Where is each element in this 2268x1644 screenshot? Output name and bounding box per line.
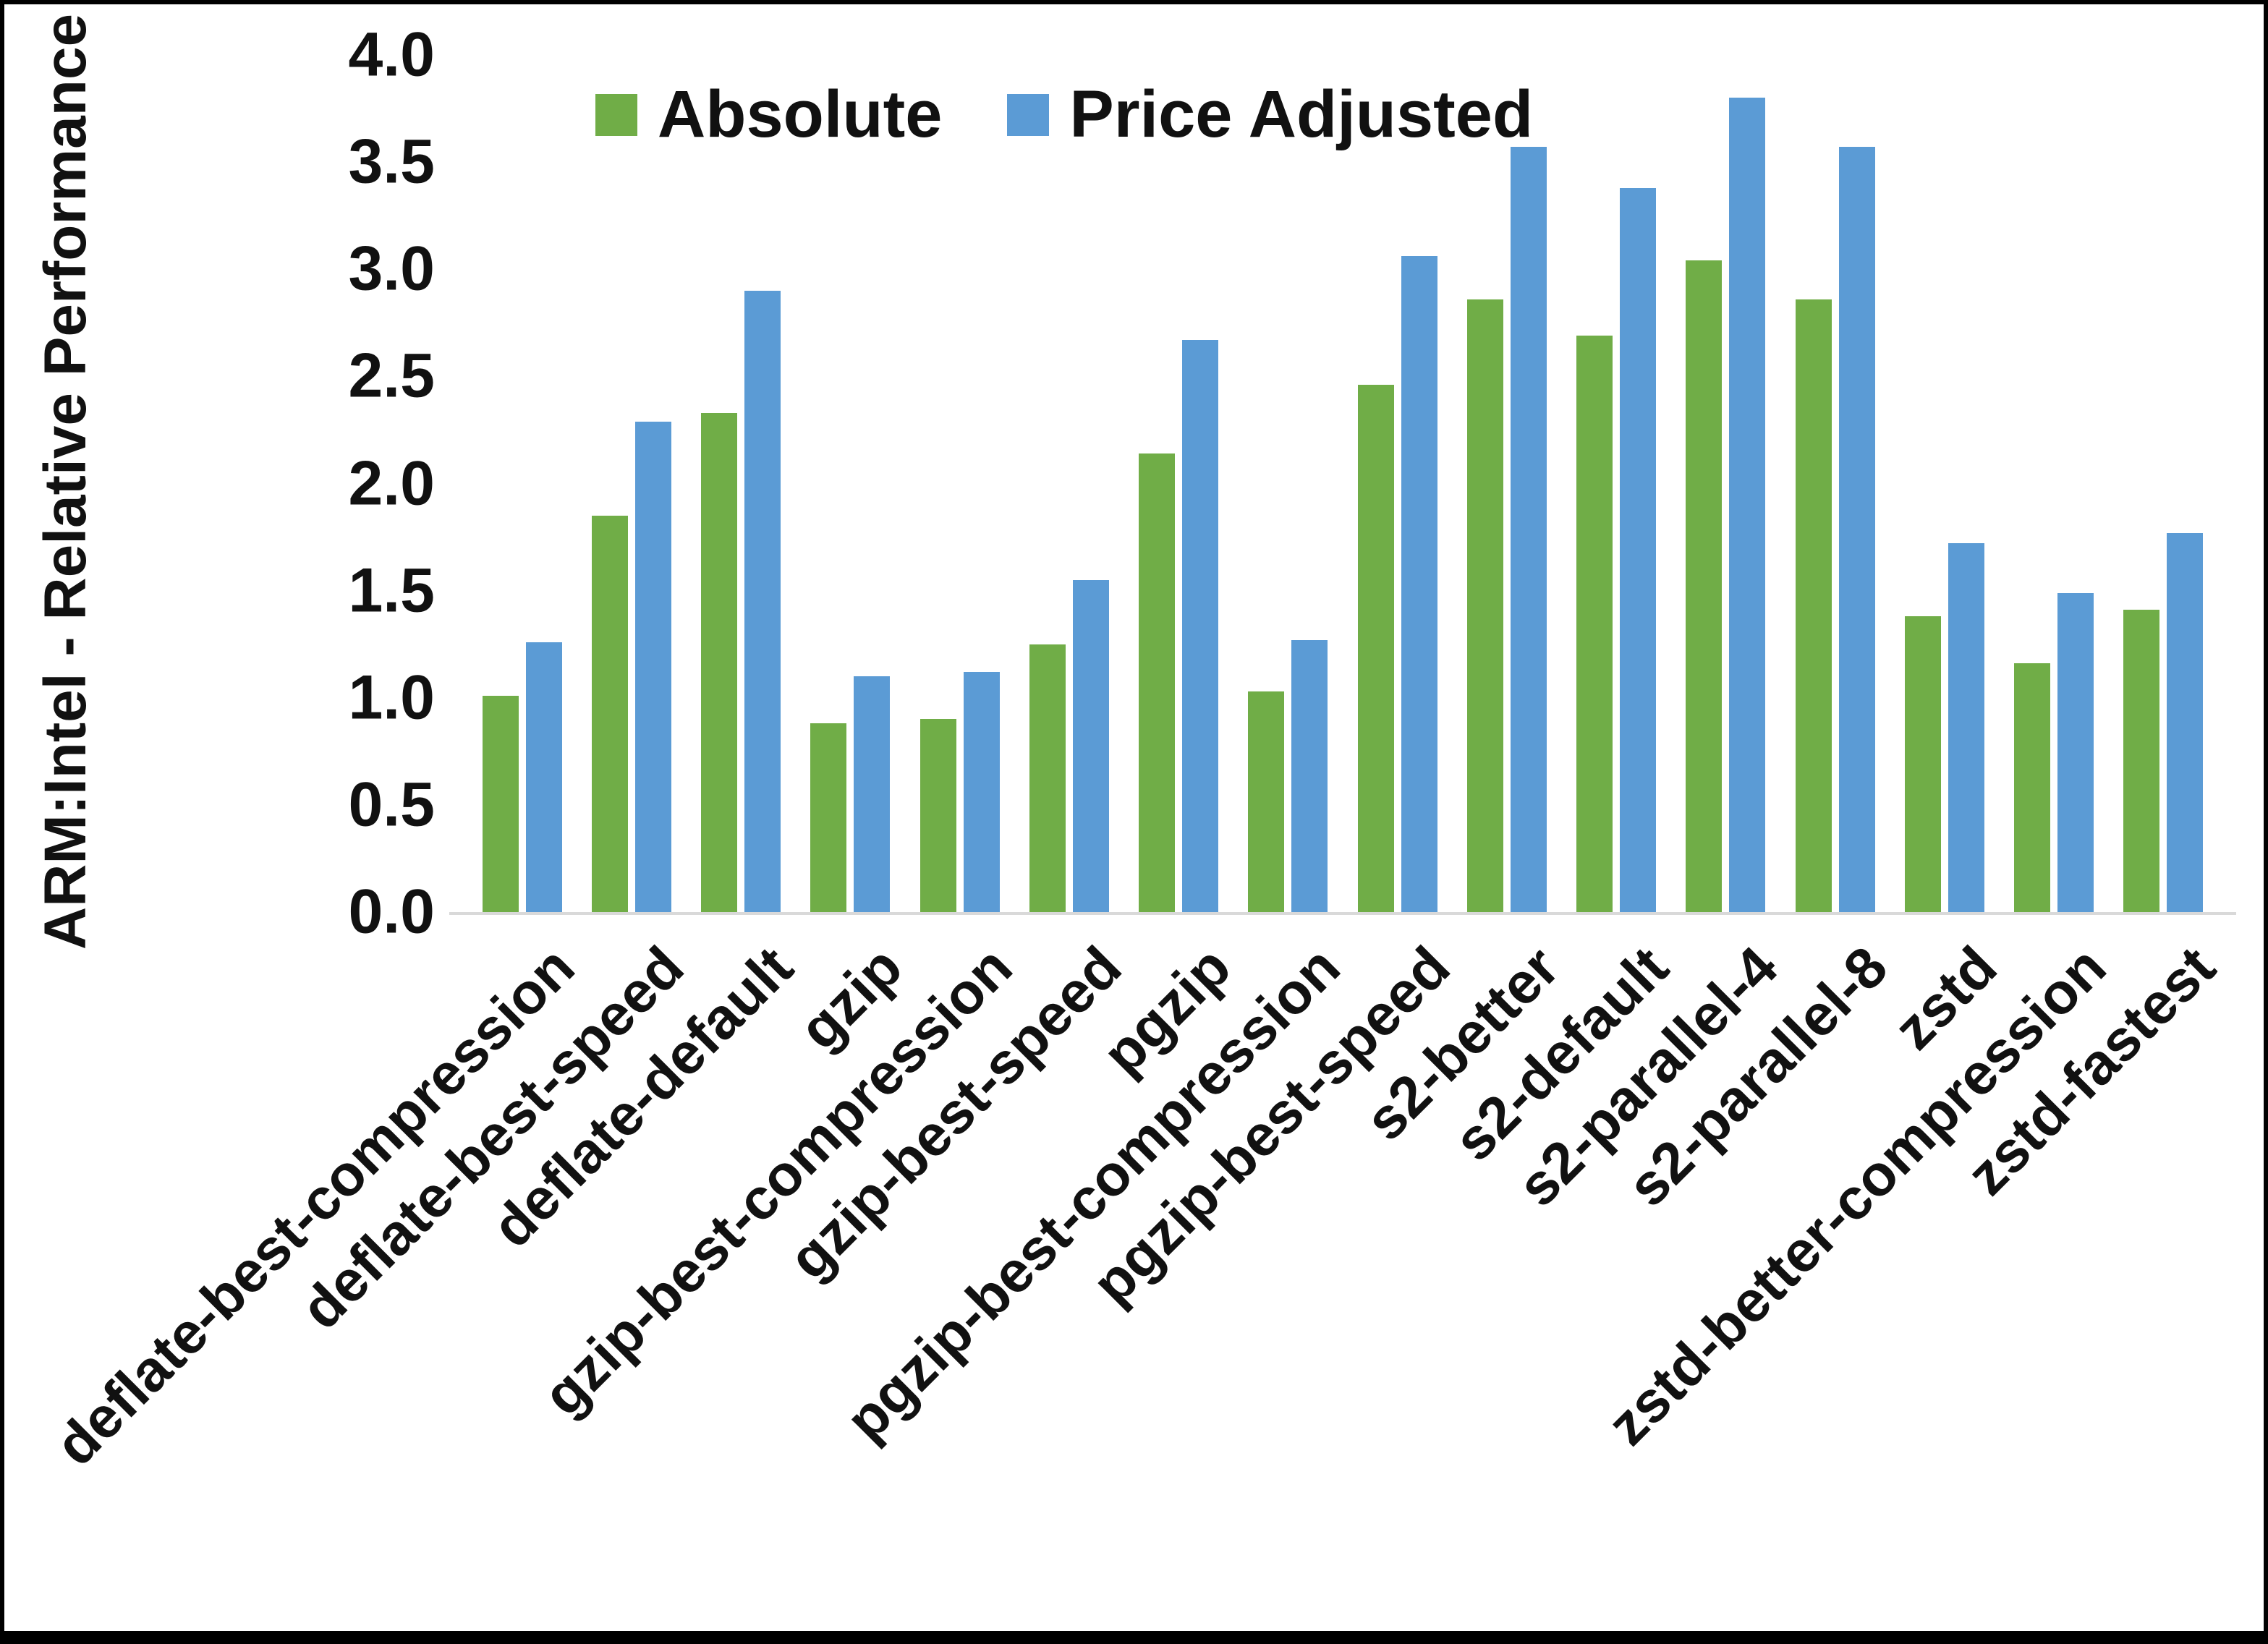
bar-absolute (1576, 336, 1613, 912)
legend-label: Price Adjusted (1069, 77, 1534, 151)
bar-price-adjusted (634, 421, 671, 912)
bar-price-adjusted (1291, 639, 1328, 912)
bar-absolute (1029, 644, 1066, 912)
y-axis-tick-label: 4.0 (348, 20, 435, 90)
legend-item-price-adjusted: Price Adjusted (1007, 77, 1533, 153)
legend-label: Absolute (657, 77, 943, 151)
y-axis-tick-label: 2.5 (348, 341, 435, 411)
bar-absolute (1686, 260, 1723, 912)
bar-price-adjusted (744, 290, 781, 912)
bar-absolute (1466, 299, 1503, 912)
bar-price-adjusted (1401, 256, 1437, 912)
bar-absolute (482, 695, 519, 912)
bar-price-adjusted (1510, 147, 1547, 912)
bar-absolute (591, 515, 628, 912)
bar-absolute (701, 412, 738, 912)
legend-swatch-icon (595, 93, 637, 136)
bar-price-adjusted (2167, 532, 2204, 912)
y-axis-tick-label: 1.0 (348, 663, 435, 733)
y-axis-tick-label: 0.0 (348, 877, 435, 947)
y-axis-tick-label: 0.5 (348, 770, 435, 840)
bar-absolute (1139, 453, 1176, 912)
bar-absolute (2014, 663, 2051, 912)
bar-price-adjusted (2057, 592, 2094, 912)
bar-price-adjusted (1072, 579, 1109, 912)
bar-price-adjusted (525, 642, 562, 912)
bar-price-adjusted (963, 672, 1000, 912)
y-axis-tick-label: 1.5 (348, 555, 435, 626)
legend: Absolute Price Adjusted (467, 77, 1661, 153)
bar-price-adjusted (854, 676, 891, 912)
y-axis-tick-label: 2.0 (348, 448, 435, 518)
bar-absolute (1248, 691, 1285, 912)
bar-absolute (1795, 299, 1832, 912)
bar-absolute (1357, 385, 1394, 912)
bar-absolute (810, 723, 847, 912)
bar-price-adjusted (1620, 187, 1657, 912)
bar-absolute (2123, 610, 2160, 912)
y-axis-title: ARM:Intel - Relative Performance (33, 13, 98, 950)
bar-price-adjusted (1729, 98, 1766, 912)
legend-item-absolute: Absolute (595, 77, 943, 153)
y-axis-tick-label: 3.5 (348, 127, 435, 197)
legend-swatch-icon (1007, 93, 1050, 136)
bar-absolute (919, 719, 956, 912)
y-axis-tick-label: 3.0 (348, 234, 435, 304)
bar-price-adjusted (1838, 147, 1875, 912)
bar-price-adjusted (1948, 543, 1984, 912)
bar-price-adjusted (1182, 340, 1219, 912)
bar-absolute (1904, 616, 1941, 912)
x-axis-line (449, 912, 2236, 915)
